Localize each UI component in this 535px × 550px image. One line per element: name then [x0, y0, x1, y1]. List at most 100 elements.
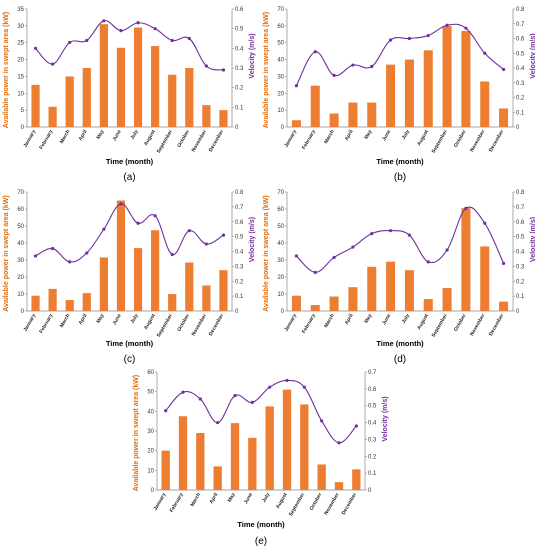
- x-axis-title: Time (month): [376, 339, 424, 348]
- y2-tick-label: 0.8: [235, 190, 244, 196]
- velocity-point: [153, 214, 157, 218]
- x-tick-label: November: [469, 313, 486, 337]
- chart-panel: 0 10 20 30 40 50 60 70 0 0.1 0.2 0.3 0.4 0.5 0.6 0.7 0.8…: [263, 190, 535, 365]
- velocity-point: [153, 27, 157, 31]
- y2-tick-label: 0.4: [368, 421, 377, 427]
- velocity-point: [302, 385, 306, 389]
- y-axis-title: Available power in swept area (kW): [3, 12, 10, 128]
- y2-tick-label: 0.3: [235, 264, 244, 270]
- x-tick-label: August: [275, 492, 289, 510]
- y2-tick-label: 0.3: [368, 437, 377, 443]
- chart-panel: 0 10 20 30 40 50 60 70 0 0.1 0.2 0.3 0.4 0.5 0.6 0.7 0.8…: [263, 7, 535, 183]
- power-bar: [329, 296, 339, 311]
- x-tick-label: April: [344, 128, 355, 141]
- power-bar: [367, 266, 377, 311]
- velocity-point: [388, 38, 393, 42]
- y2-tick-label: 0.2: [516, 96, 525, 102]
- power-bar: [178, 416, 188, 490]
- x-tick-label: January: [153, 492, 168, 512]
- x-tick-label: December: [208, 313, 225, 337]
- power-bar: [99, 257, 108, 311]
- x-tick-label: March: [59, 129, 72, 145]
- power-bar: [442, 288, 452, 311]
- y2-axis-title: Velocity (m/s): [249, 33, 256, 78]
- velocity-point: [51, 62, 55, 66]
- velocity-point: [370, 64, 374, 69]
- power-bar: [282, 389, 292, 490]
- y-tick-label: 20: [147, 449, 154, 455]
- x-tick-label: July: [401, 129, 411, 141]
- power-bar: [82, 293, 91, 311]
- x-tick-label: September: [431, 129, 449, 154]
- y-tick-label: 60: [277, 24, 284, 30]
- y2-tick-label: 0.6: [235, 7, 244, 13]
- y-tick-label: 30: [17, 258, 24, 264]
- y2-axis-title: Velocity (m/s): [530, 217, 535, 262]
- x-tick-label: June: [112, 313, 123, 326]
- velocity-point: [483, 51, 487, 55]
- y2-tick-label: 0.3: [516, 264, 525, 270]
- velocity-point: [426, 260, 430, 264]
- y2-tick-label: 0: [235, 309, 239, 315]
- power-bar: [300, 404, 309, 490]
- x-tick-label: December: [208, 129, 225, 153]
- y-tick-label: 0: [21, 309, 25, 315]
- x-tick-label: October: [176, 129, 191, 149]
- velocity-point: [119, 202, 123, 206]
- y-tick-label: 70: [17, 190, 24, 196]
- x-tick-label: July: [261, 492, 271, 504]
- power-bar: [310, 85, 320, 127]
- y2-tick-label: 0.7: [368, 370, 377, 376]
- velocity-point: [204, 242, 208, 246]
- y-tick-label: 70: [277, 7, 284, 13]
- velocity-point: [388, 229, 393, 233]
- power-bar: [461, 208, 471, 311]
- x-tick-label: March: [323, 129, 336, 145]
- chart-panel: 0 5 10 15 20 25 30 35 0 0.1 0.2 0.3 0.4 0.5 0.6 January…: [3, 7, 256, 183]
- velocity-point: [426, 33, 430, 38]
- y2-tick-label: 0.4: [516, 66, 525, 72]
- x-tick-label: May: [96, 313, 106, 325]
- velocity-point: [221, 68, 226, 72]
- velocity-line: [296, 206, 505, 273]
- x-tick-label: September: [431, 313, 449, 338]
- velocity-point: [354, 424, 358, 428]
- x-tick-label: June: [112, 129, 123, 142]
- y-tick-label: 50: [277, 41, 284, 47]
- x-tick-label: September: [288, 492, 306, 517]
- y-tick-label: 35: [17, 7, 24, 13]
- x-tick-label: December: [488, 129, 505, 153]
- power-bar: [386, 261, 396, 311]
- y-tick-label: 10: [277, 292, 284, 298]
- velocity-point: [250, 400, 254, 404]
- y2-tick-label: 0.6: [368, 387, 377, 393]
- y2-tick-label: 0.1: [235, 105, 244, 111]
- power-bar: [213, 466, 222, 490]
- power-bar: [116, 200, 126, 311]
- velocity-point: [136, 21, 140, 25]
- y2-tick-label: 0: [516, 125, 520, 131]
- x-tick-label: July: [130, 313, 140, 325]
- y-tick-label: 50: [147, 390, 154, 396]
- y2-axis-title: Velocity (m/s): [530, 33, 535, 78]
- velocity-point: [187, 36, 191, 41]
- power-bar: [133, 248, 143, 311]
- x-tick-label: February: [301, 129, 317, 151]
- power-bar: [423, 299, 433, 311]
- velocity-point: [445, 248, 449, 252]
- velocity-point: [170, 252, 174, 257]
- y2-tick-label: 0.2: [368, 454, 377, 460]
- power-bar: [291, 295, 301, 311]
- power-bar: [65, 76, 74, 127]
- velocity-point: [170, 38, 174, 43]
- x-tick-label: July: [401, 313, 411, 325]
- velocity-point: [294, 84, 299, 88]
- power-bar: [185, 68, 194, 127]
- x-tick-label: January: [22, 313, 37, 333]
- velocity-point: [268, 385, 272, 389]
- x-tick-label: November: [469, 129, 486, 153]
- velocity-point: [233, 394, 237, 398]
- y-tick-label: 40: [147, 409, 154, 415]
- y2-tick-label: 0.2: [516, 279, 525, 285]
- x-tick-label: March: [59, 313, 72, 329]
